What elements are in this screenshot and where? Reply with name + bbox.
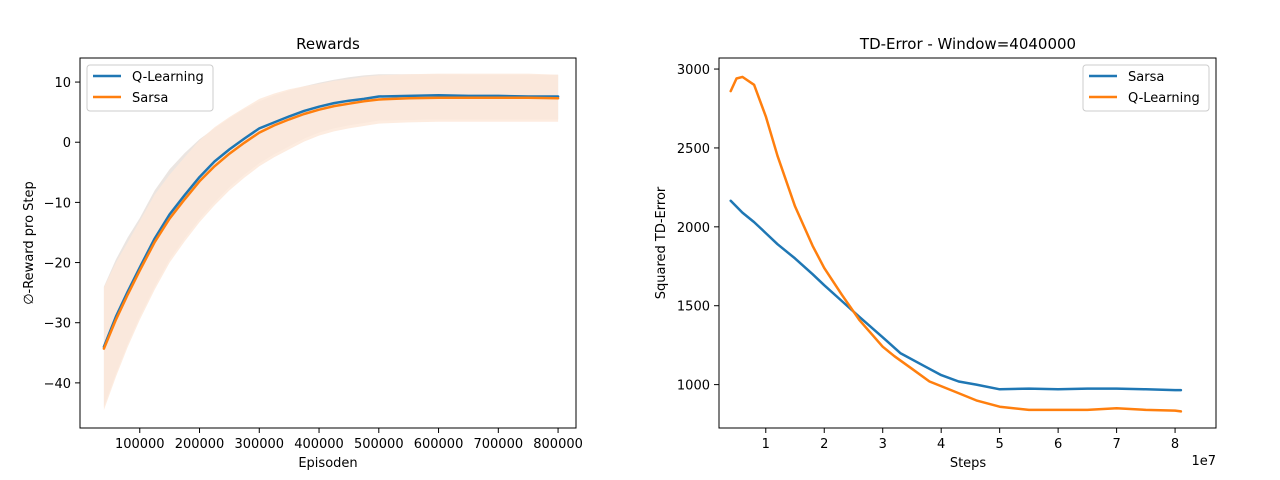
rewards-legend: Q-Learning Sarsa bbox=[86, 64, 214, 112]
td-error-y-tick-label: 1000 bbox=[677, 379, 710, 394]
td-error-lines bbox=[729, 75, 1183, 413]
td-error-x-tick-label: 2 bbox=[820, 437, 828, 452]
rewards-legend-label-q-learning: Q-Learning bbox=[132, 70, 204, 85]
rewards-title: Rewards bbox=[296, 35, 360, 53]
td-error-x-tick-label: 8 bbox=[1171, 437, 1179, 452]
td-error-x-tick-label: 6 bbox=[1054, 437, 1062, 452]
rewards-chart: 100000 200000 300000 400000 500000 600000 7000… bbox=[22, 35, 583, 471]
rewards-x-ticks: 100000 200000 300000 400000 500000 600000 7000… bbox=[115, 428, 583, 452]
td-error-series-line-q-learning bbox=[729, 75, 1183, 413]
rewards-y-tick-label: −20 bbox=[44, 257, 71, 272]
rewards-y-tick-label: −30 bbox=[44, 317, 71, 332]
rewards-lines bbox=[102, 94, 560, 350]
rewards-series-line-q-learning bbox=[102, 94, 560, 349]
td-error-x-offset-label: 1e7 bbox=[1191, 454, 1216, 469]
td-error-chart: 1 2 3 4 5 6 7 8 3000 2500 2000 1500 1000 TD-Error -… bbox=[654, 35, 1217, 471]
rewards-y-tick-label: −40 bbox=[44, 377, 71, 392]
td-error-x-ticks: 1 2 3 4 5 6 7 8 bbox=[762, 428, 1179, 452]
td-error-plot-frame bbox=[718, 57, 1217, 429]
td-error-legend: Sarsa Q-Learning bbox=[1082, 64, 1210, 112]
td-error-legend-label-sarsa: Sarsa bbox=[1128, 70, 1164, 85]
td-error-x-tick-label: 5 bbox=[996, 437, 1004, 452]
td-error-y-tick-label: 1500 bbox=[677, 300, 710, 315]
rewards-x-tick-label: 200000 bbox=[175, 437, 225, 452]
td-error-x-tick-label: 1 bbox=[762, 437, 770, 452]
rewards-x-tick-label: 700000 bbox=[473, 437, 523, 452]
rewards-x-tick-label: 500000 bbox=[354, 437, 404, 452]
td-error-x-tick-label: 7 bbox=[1112, 437, 1120, 452]
rewards-legend-label-sarsa: Sarsa bbox=[132, 91, 168, 106]
rewards-y-axis-label: ∅-Reward pro Step bbox=[22, 181, 37, 305]
td-error-legend-label-q-learning: Q-Learning bbox=[1128, 91, 1200, 106]
rewards-series-line-sarsa bbox=[102, 96, 560, 350]
rewards-y-ticks: 10 0 −10 −20 −30 −40 bbox=[44, 76, 80, 392]
rewards-x-axis-label: Episoden bbox=[298, 456, 357, 471]
rewards-x-tick-label: 300000 bbox=[234, 437, 284, 452]
td-error-series-line-sarsa bbox=[729, 199, 1183, 392]
rewards-x-tick-label: 800000 bbox=[533, 437, 583, 452]
rewards-y-tick-label: −10 bbox=[44, 196, 71, 211]
td-error-y-tick-label: 2000 bbox=[677, 221, 710, 236]
td-error-y-axis-label: Squared TD-Error bbox=[654, 186, 669, 299]
td-error-y-tick-label: 3000 bbox=[677, 63, 710, 78]
rewards-x-tick-label: 400000 bbox=[294, 437, 344, 452]
rewards-x-tick-label: 600000 bbox=[414, 437, 464, 452]
rewards-y-tick-label: 0 bbox=[63, 136, 71, 151]
rewards-x-tick-label: 100000 bbox=[115, 437, 165, 452]
td-error-x-tick-label: 3 bbox=[879, 437, 887, 452]
td-error-title: TD-Error - Window=4040000 bbox=[859, 35, 1076, 53]
rewards-y-tick-label: 10 bbox=[54, 76, 71, 91]
rewards-plot-frame bbox=[79, 57, 577, 429]
td-error-y-tick-label: 2500 bbox=[677, 142, 710, 157]
td-error-x-axis-label: Steps bbox=[950, 456, 987, 471]
td-error-y-ticks: 3000 2500 2000 1500 1000 bbox=[677, 63, 719, 394]
td-error-x-tick-label: 4 bbox=[937, 437, 945, 452]
